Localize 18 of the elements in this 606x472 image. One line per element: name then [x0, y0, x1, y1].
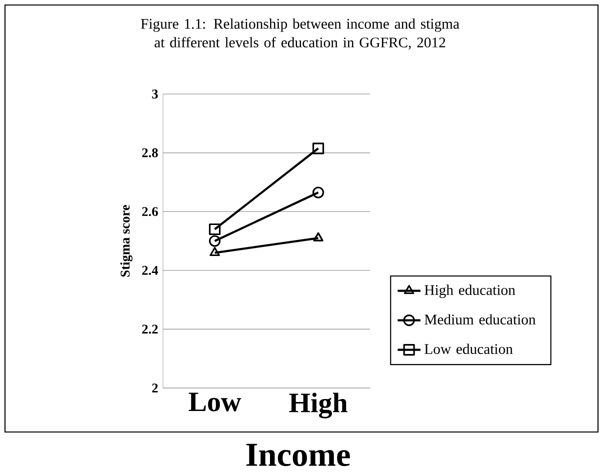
x-tick-label: Low [188, 392, 242, 412]
point [312, 186, 324, 198]
y-axis-title: Stigma score [120, 204, 132, 277]
point [208, 235, 221, 247]
x-tick-label: High [289, 392, 348, 418]
chart-title: Figure 1.1: Relationship between income and stigma at different levels of education in GGFRC, 2012 [140, 18, 460, 50]
point [208, 223, 221, 236]
point [312, 142, 324, 154]
y-tick-label: 2.8 [142, 148, 158, 158]
x-axis-title: Income [246, 444, 350, 466]
y-tick-label: 2.6 [142, 207, 158, 216]
legend-label: Medium education [424, 314, 536, 325]
y-tick-label: 2.4 [142, 266, 158, 275]
y-tick-label: 3 [152, 90, 158, 98]
y-tick-label: 2 [152, 384, 158, 392]
legend-label: High education [424, 284, 516, 298]
y-tick-label: 2.2 [142, 324, 158, 334]
legend-label: Low education [424, 344, 513, 354]
